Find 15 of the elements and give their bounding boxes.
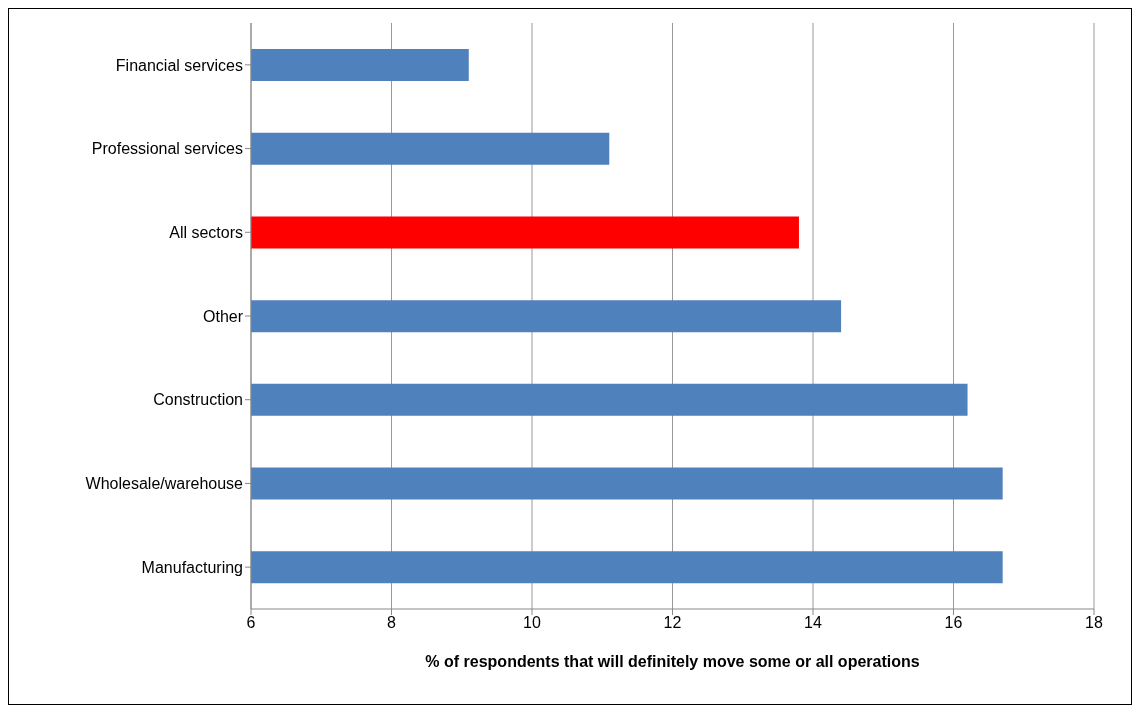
y-tick-label: Manufacturing bbox=[141, 558, 243, 576]
x-tick-label: 18 bbox=[1085, 614, 1103, 632]
x-tick-label: 10 bbox=[523, 614, 541, 632]
x-tick-label: 6 bbox=[246, 614, 256, 632]
y-tick-label: Wholesale/warehouse bbox=[85, 475, 244, 493]
y-tick-label: Professional services bbox=[91, 140, 243, 158]
x-tick-label: 16 bbox=[944, 614, 963, 632]
x-tick-label: 14 bbox=[804, 614, 822, 632]
y-tick-label: Other bbox=[202, 307, 244, 325]
y-tick-label: Financial services bbox=[115, 56, 243, 74]
y-tick-label: All sectors bbox=[169, 223, 243, 241]
y-tick-label: Construction bbox=[153, 391, 243, 409]
x-tick-label: 8 bbox=[387, 614, 397, 632]
x-axis-title: % of respondents that will definitely move some or all operations bbox=[425, 653, 920, 670]
x-tick-label: 12 bbox=[663, 614, 682, 632]
